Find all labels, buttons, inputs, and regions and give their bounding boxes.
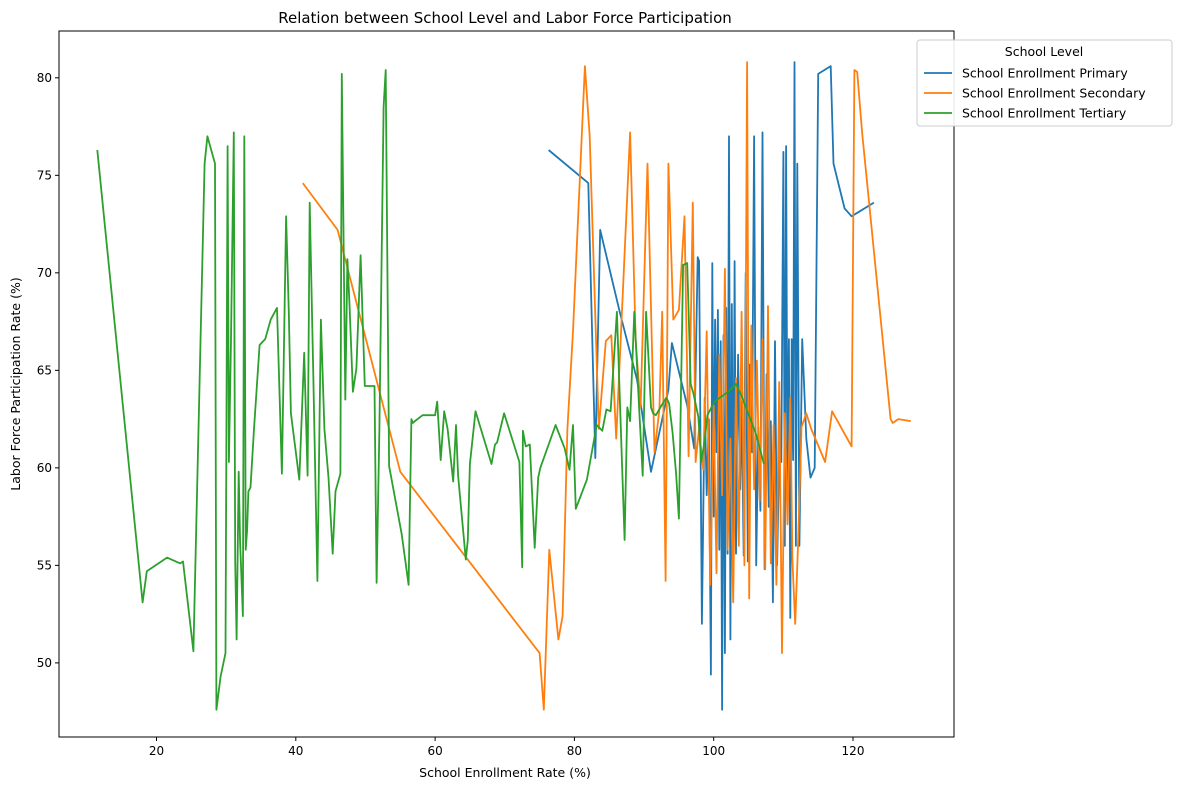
x-tick-label: 20 [149, 744, 164, 758]
series-lines [96, 61, 911, 711]
y-tick-label: 50 [37, 656, 52, 670]
legend-label-2: School Enrollment Tertiary [962, 106, 1127, 121]
y-tick-label: 75 [37, 168, 52, 182]
y-tick-label: 65 [37, 363, 52, 377]
y-tick-label: 80 [37, 71, 52, 85]
x-tick-label: 100 [702, 744, 725, 758]
legend-label-1: School Enrollment Secondary [962, 86, 1146, 101]
x-tick-label: 40 [288, 744, 303, 758]
legend: School Level School Enrollment PrimarySc… [916, 39, 1173, 127]
y-axis-ticks: 50 55 60 65 70 75 80 [37, 71, 59, 670]
y-tick-label: 70 [37, 266, 52, 280]
series-line-1 [302, 61, 911, 711]
y-tick-label: 60 [37, 461, 52, 475]
legend-entries: School Enrollment Primary School Enrollme… [924, 66, 1146, 121]
legend-box [916, 39, 1173, 127]
x-tick-label: 120 [842, 744, 865, 758]
legend-title: School Level [1005, 44, 1083, 59]
x-axis-ticks: 20 40 60 80 100 120 [149, 737, 865, 758]
series-line-2 [96, 69, 765, 711]
chart-title: Relation between School Level and Labor … [278, 9, 732, 27]
legend-label-0: School Enrollment Primary [962, 66, 1128, 81]
y-axis-label: Labor Force Participation Rate (%) [8, 277, 23, 490]
x-axis-label: School Enrollment Rate (%) [419, 765, 591, 780]
x-tick-label: 60 [427, 744, 442, 758]
y-tick-label: 55 [37, 558, 52, 572]
plot-frame [58, 30, 955, 738]
x-tick-label: 80 [567, 744, 582, 758]
